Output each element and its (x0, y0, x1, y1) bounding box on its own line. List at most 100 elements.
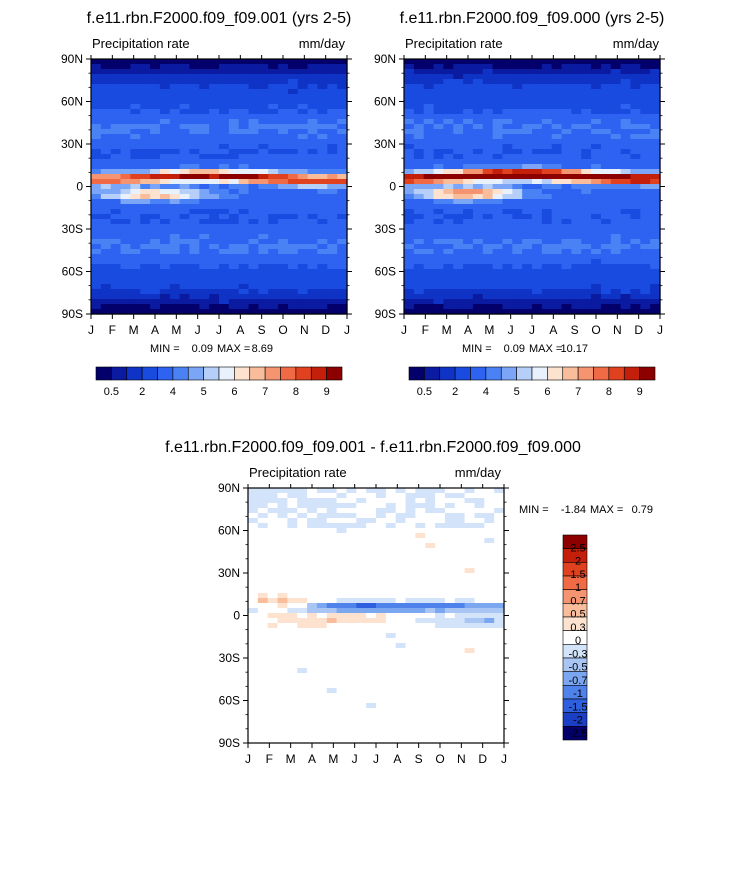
panel-2-cell (541, 114, 553, 120)
panel-3-cell (297, 578, 308, 584)
panel-3-cell (425, 613, 436, 619)
panel-3: f.e11.rbn.F2000.f09_f09.001 - f.e11.rbn.… (165, 439, 653, 766)
panel-2-cell (522, 179, 533, 185)
panel-1-cell (159, 99, 171, 105)
panel-1-cell (307, 234, 319, 240)
panel-1-cell (238, 264, 250, 270)
panel-2-cell (541, 109, 553, 115)
panel-1-cell (140, 64, 151, 70)
panel-2-cell (640, 214, 651, 220)
panel-2-cell (620, 249, 632, 255)
panel-3-cell (425, 538, 436, 544)
panel-3-cell (395, 613, 407, 619)
panel-1-cell (268, 224, 279, 230)
panel-1-x-tick-label: D (321, 323, 330, 337)
panel-3-cell (267, 598, 279, 604)
panel-3-cell (297, 538, 308, 544)
panel-3-cell (435, 613, 446, 619)
panel-1-cell (337, 309, 348, 315)
panel-3-cell (376, 568, 387, 574)
panel-2-cell (443, 279, 454, 285)
panel-2-cell (551, 69, 563, 75)
panel-1-cell (307, 69, 319, 75)
panel-3-cell (336, 688, 348, 694)
panel-3-cell (277, 623, 288, 629)
panel-1-cell (327, 214, 338, 220)
panel-2-cell (551, 159, 563, 165)
panel-3-cell (297, 548, 308, 554)
panel-1-cell (258, 174, 269, 180)
panel-3-cell (267, 583, 279, 589)
panel-2-cell (551, 269, 563, 275)
panel-2-cell (413, 89, 425, 95)
panel-2-cell (423, 289, 435, 295)
panel-3-cell (405, 663, 416, 669)
panel-1-cell (297, 154, 309, 160)
panel-2-cell (492, 144, 504, 150)
panel-1-cell (228, 94, 240, 100)
panel-2-cell (581, 64, 592, 70)
panel-3-cell (385, 688, 397, 694)
panel-3-cell (297, 608, 308, 614)
panel-2-cell (532, 59, 543, 65)
panel-2-cell (571, 89, 582, 95)
panel-2-cell (522, 249, 533, 255)
panel-1-cell (169, 249, 181, 255)
panel-1-cell (150, 154, 161, 160)
panel-2-cell (404, 224, 415, 230)
panel-3-cell (336, 568, 348, 574)
panel-2-cell (630, 249, 641, 255)
panel-1-cell (199, 134, 210, 140)
panel-2-cell (551, 289, 563, 295)
panel-3-cell (464, 573, 476, 579)
panel-1-colorbar-label: 8 (293, 386, 299, 398)
panel-1-cell (100, 309, 112, 315)
panel-3-cell (257, 688, 269, 694)
panel-1-cell (248, 59, 259, 65)
panel-2-cell (492, 174, 504, 180)
panel-1-cell (120, 264, 131, 270)
panel-3-cell (385, 668, 397, 674)
panel-2-cell (443, 129, 454, 135)
panel-3-cell (248, 513, 259, 519)
panel-1-colorbar-swatch (203, 366, 220, 381)
panel-3-cell (494, 688, 505, 694)
panel-2-cell (650, 264, 661, 270)
panel-1-cell (297, 159, 309, 165)
panel-1-cell (297, 269, 309, 275)
panel-1-cell (169, 309, 181, 315)
panel-3-cell (376, 713, 387, 719)
panel-1-cell (248, 254, 259, 260)
panel-1-cell (268, 204, 279, 210)
panel-2-cell (551, 74, 563, 80)
panel-2-cell (443, 224, 454, 230)
panel-3-cell (257, 558, 269, 564)
panel-2-cell (571, 69, 582, 75)
panel-3-cell (415, 663, 426, 669)
panel-1-cell (140, 154, 151, 160)
panel-1-cell (268, 239, 279, 245)
panel-2-cell (472, 294, 484, 300)
panel-3-cell (474, 618, 485, 624)
panel-3-cell (444, 653, 456, 659)
panel-1-cell (337, 119, 348, 125)
panel-3-cell (484, 693, 495, 699)
panel-3-cell (415, 508, 426, 514)
panel-1-cell (179, 134, 191, 140)
panel-1-cell (169, 244, 181, 250)
panel-1-cell (159, 144, 171, 150)
panel-2-cell (600, 304, 612, 310)
panel-1-cell (258, 114, 269, 120)
panel-3-cell (444, 503, 456, 509)
panel-2-cell (404, 174, 415, 180)
panel-3-cell (454, 548, 466, 554)
panel-2-cell (492, 284, 504, 290)
panel-2-cell (413, 204, 425, 210)
panel-1-cell (248, 154, 259, 160)
panel-2-cell (571, 194, 582, 200)
panel-3-cell (248, 663, 259, 669)
panel-1-cell (159, 104, 171, 110)
panel-1-cell (278, 169, 289, 175)
panel-3-cell (257, 498, 269, 504)
panel-1-cell (199, 209, 210, 215)
